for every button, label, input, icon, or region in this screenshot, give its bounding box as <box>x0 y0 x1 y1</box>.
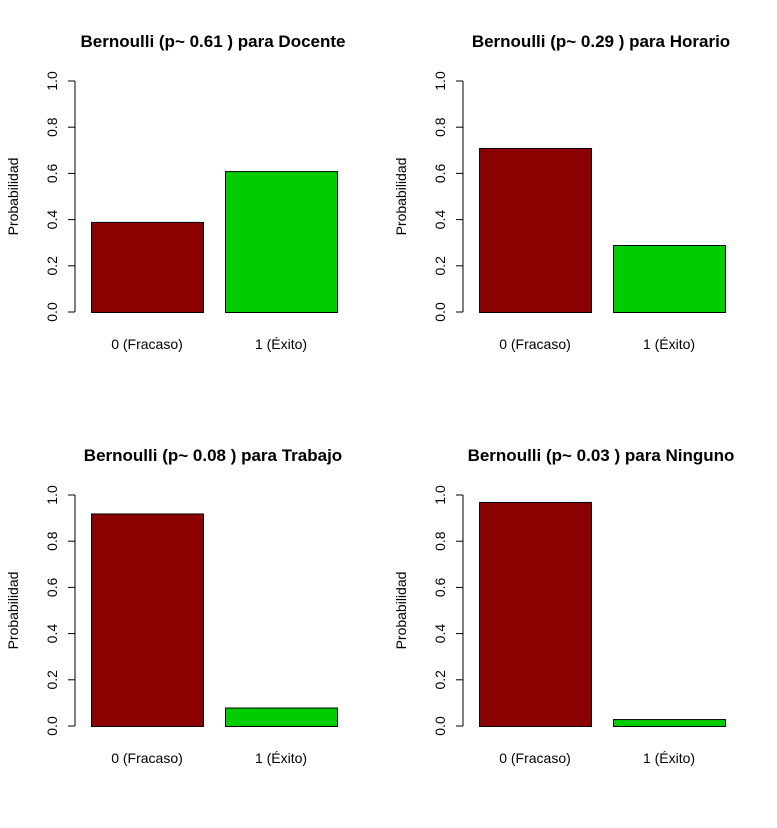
y-tick-label: 0.4 <box>44 210 60 230</box>
y-tick-label: 0.0 <box>432 302 448 322</box>
y-tick-label: 0.8 <box>432 117 448 137</box>
x-category-label: 0 (Fracaso) <box>499 336 571 352</box>
y-tick-label: 0.2 <box>44 670 60 690</box>
y-tick-label: 0.4 <box>44 624 60 644</box>
y-tick-label: 1.0 <box>44 71 60 91</box>
chart-title: Bernoulli (p~ 0.03 ) para Ninguno <box>468 446 735 465</box>
x-category-label: 1 (Éxito) <box>255 336 307 352</box>
y-tick-label: 0.6 <box>432 163 448 183</box>
y-tick-label: 0.4 <box>432 624 448 644</box>
bar-fracaso <box>479 147 592 313</box>
chart-title: Bernoulli (p~ 0.29 ) para Horario <box>472 32 730 51</box>
y-tick-label: 0.0 <box>44 716 60 736</box>
y-tick-label: 0.8 <box>432 531 448 551</box>
y-tick-label: 0.2 <box>432 670 448 690</box>
y-tick-label: 0.6 <box>44 163 60 183</box>
x-category-label: 1 (Éxito) <box>643 750 695 766</box>
y-axis-label: Probabilidad <box>5 572 21 650</box>
y-tick-label: 0.6 <box>432 577 448 597</box>
y-axis-label: Probabilidad <box>393 572 409 650</box>
x-category-label: 0 (Fracaso) <box>111 336 183 352</box>
bar-fracaso <box>91 513 204 727</box>
y-tick-label: 0.0 <box>44 302 60 322</box>
bar-fracaso <box>91 221 204 313</box>
y-tick-label: 0.4 <box>432 210 448 230</box>
chart-panel-4: Bernoulli (p~ 0.03 ) para Ninguno Probabi… <box>393 446 734 766</box>
y-tick-label: 0.6 <box>44 577 60 597</box>
y-tick-label: 0.2 <box>432 256 448 276</box>
y-tick-label: 0.2 <box>44 256 60 276</box>
x-category-label: 1 (Éxito) <box>255 750 307 766</box>
x-category-label: 0 (Fracaso) <box>111 750 183 766</box>
y-tick-label: 1.0 <box>44 485 60 505</box>
bar-exito <box>613 245 726 313</box>
chart-title: Bernoulli (p~ 0.61 ) para Docente <box>81 32 346 51</box>
bar-exito <box>613 719 726 728</box>
y-tick-label: 1.0 <box>432 71 448 91</box>
x-category-label: 0 (Fracaso) <box>499 750 571 766</box>
bar-exito <box>225 707 338 728</box>
bar-exito <box>225 171 338 313</box>
chart-title: Bernoulli (p~ 0.08 ) para Trabajo <box>84 446 342 465</box>
chart-panel-3: Bernoulli (p~ 0.08 ) para Trabajo Probabi… <box>5 446 342 766</box>
bar-fracaso <box>479 501 592 727</box>
chart-panel-1: Bernoulli (p~ 0.61 ) para Docente Probabi… <box>5 32 346 352</box>
x-category-label: 1 (Éxito) <box>643 336 695 352</box>
y-tick-label: 0.0 <box>432 716 448 736</box>
y-tick-label: 0.8 <box>44 117 60 137</box>
y-tick-label: 1.0 <box>432 485 448 505</box>
y-axis-label: Probabilidad <box>393 158 409 236</box>
y-axis-label: Probabilidad <box>5 158 21 236</box>
y-tick-label: 0.8 <box>44 531 60 551</box>
chart-panel-2: Bernoulli (p~ 0.29 ) para Horario Probabi… <box>393 32 730 352</box>
